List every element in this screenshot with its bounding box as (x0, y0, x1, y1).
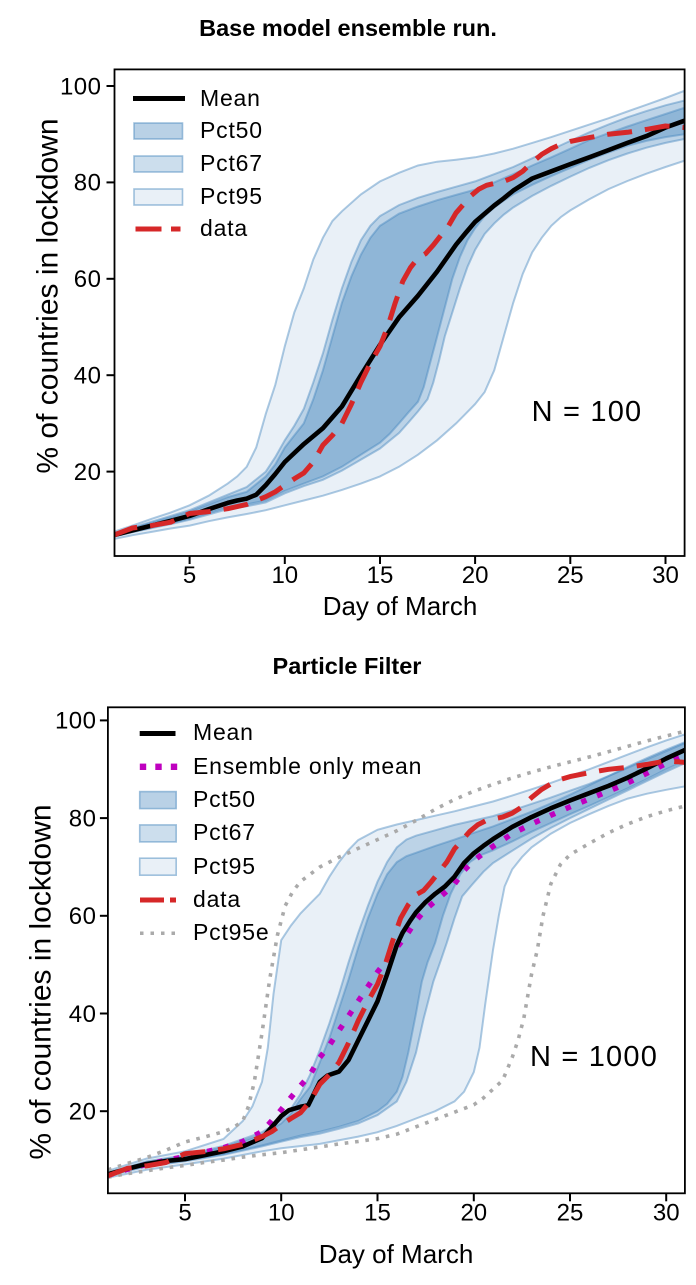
svg-text:100: 100 (60, 73, 102, 100)
svg-text:10: 10 (268, 1200, 295, 1227)
svg-text:30: 30 (653, 1200, 680, 1227)
svg-text:80: 80 (74, 170, 102, 197)
svg-text:Pct50: Pct50 (200, 117, 263, 143)
svg-text:Pct67: Pct67 (193, 819, 256, 845)
svg-text:25: 25 (557, 562, 584, 589)
svg-text:N = 100: N = 100 (532, 396, 643, 428)
svg-text:% of countries in lockdown: % of countries in lockdown (25, 804, 58, 1159)
svg-text:data: data (200, 215, 248, 241)
svg-text:Mean: Mean (200, 85, 261, 111)
svg-text:15: 15 (364, 1200, 391, 1227)
svg-text:Mean: Mean (193, 719, 254, 745)
svg-text:20: 20 (74, 459, 102, 486)
svg-text:Particle Filter: Particle Filter (273, 653, 422, 679)
svg-text:Pct95e: Pct95e (193, 919, 269, 945)
svg-text:data: data (193, 886, 241, 912)
svg-text:Pct50: Pct50 (193, 786, 256, 812)
svg-text:100: 100 (55, 708, 97, 735)
svg-text:15: 15 (367, 562, 394, 589)
svg-text:60: 60 (74, 266, 102, 293)
svg-text:25: 25 (557, 1200, 584, 1227)
svg-text:40: 40 (69, 1001, 97, 1028)
svg-text:Base model ensemble run.: Base model ensemble run. (199, 15, 497, 41)
svg-text:Ensemble only mean: Ensemble only mean (193, 753, 422, 779)
svg-text:% of countries in lockdown: % of countries in lockdown (32, 118, 65, 473)
svg-text:Pct95: Pct95 (193, 853, 256, 879)
svg-text:40: 40 (74, 363, 102, 390)
svg-text:20: 20 (460, 1200, 487, 1227)
svg-text:Day of March: Day of March (319, 1239, 474, 1269)
svg-text:5: 5 (183, 562, 196, 589)
svg-text:N = 1000: N = 1000 (530, 1041, 658, 1073)
svg-text:Pct67: Pct67 (200, 150, 263, 176)
svg-text:Pct95: Pct95 (200, 183, 263, 209)
svg-text:80: 80 (69, 805, 97, 832)
svg-text:Day of March: Day of March (323, 591, 478, 621)
svg-text:10: 10 (271, 562, 298, 589)
svg-text:30: 30 (652, 562, 679, 589)
svg-text:20: 20 (462, 562, 489, 589)
svg-text:5: 5 (178, 1200, 191, 1227)
svg-text:60: 60 (69, 903, 97, 930)
svg-text:20: 20 (69, 1099, 97, 1126)
